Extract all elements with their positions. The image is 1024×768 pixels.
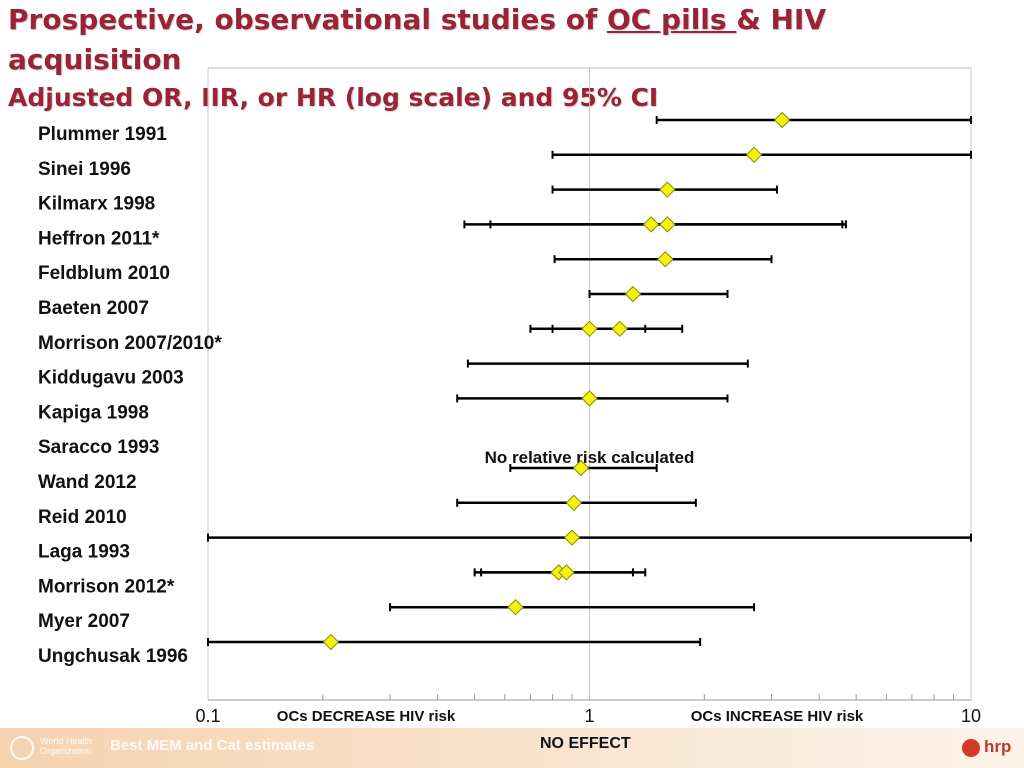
study-label: Kapiga 1998 bbox=[38, 402, 149, 423]
study-label: Myer 2007 bbox=[38, 611, 130, 632]
study-label: Ungchusak 1996 bbox=[38, 646, 188, 667]
study-label: Sinei 1996 bbox=[38, 159, 131, 180]
study-label: Plummer 1991 bbox=[38, 124, 167, 145]
slide-title: Prospective, observational studies of OC… bbox=[8, 0, 1008, 80]
study-label: Kilmarx 1998 bbox=[38, 194, 155, 215]
who-emblem-icon bbox=[10, 736, 34, 760]
hrp-logo-text: hrp bbox=[984, 737, 1012, 756]
point-estimate-marker bbox=[565, 494, 583, 512]
point-estimate-marker bbox=[322, 633, 340, 651]
study-label: Laga 1993 bbox=[38, 542, 130, 563]
point-estimate-marker bbox=[581, 320, 598, 338]
study-label: Baeten 2007 bbox=[38, 298, 149, 319]
footer-bar bbox=[0, 728, 1024, 768]
point-estimate-marker bbox=[572, 459, 590, 477]
who-logo: World Health Organization bbox=[10, 734, 110, 764]
study-label: Saracco 1993 bbox=[38, 437, 160, 458]
point-estimate-marker bbox=[642, 216, 660, 233]
point-estimate-marker bbox=[563, 529, 581, 546]
study-note: No relative risk calculated bbox=[485, 448, 695, 467]
point-estimate-marker bbox=[657, 250, 674, 268]
study-label: Heffron 2011* bbox=[38, 228, 160, 249]
hrp-mark-icon bbox=[962, 739, 980, 757]
point-estimate-marker bbox=[558, 564, 575, 581]
point-estimate-marker bbox=[659, 216, 676, 233]
title-part1: Prospective, observational studies of bbox=[8, 3, 607, 36]
slide-subtitle: Adjusted OR, IIR, or HR (log scale) and … bbox=[8, 83, 659, 112]
study-label: Wand 2012 bbox=[38, 472, 137, 493]
study-label: Morrison 2012* bbox=[38, 576, 175, 597]
study-label: Kiddugavu 2003 bbox=[38, 368, 184, 389]
study-label: Morrison 2007/2010* bbox=[38, 333, 222, 354]
decrease-risk-label: OCs DECREASE HIV risk bbox=[277, 708, 456, 725]
x-tick-label: 1 bbox=[584, 706, 594, 726]
point-estimate-marker bbox=[659, 181, 676, 198]
point-estimate-marker bbox=[611, 320, 628, 338]
point-estimate-marker bbox=[745, 146, 763, 164]
x-tick-label: 0.1 bbox=[195, 706, 220, 726]
footer-note: Best MEM and Cat estimates bbox=[110, 737, 315, 754]
forest-plot: 0.1 1 10 OCs DECREASE HIV risk OCs INCREASE … bbox=[38, 67, 981, 726]
no-effect-label: NO EFFECT bbox=[540, 735, 631, 752]
increase-risk-label: OCs INCREASE HIV risk bbox=[691, 708, 864, 725]
title-underlined: OC pills bbox=[606, 3, 737, 36]
title-part2: & HIV acquisition bbox=[8, 3, 826, 76]
point-estimate-marker bbox=[581, 390, 598, 407]
who-org-name: World Health Organization bbox=[40, 736, 92, 756]
point-estimate-marker bbox=[507, 598, 524, 616]
study-label: Reid 2010 bbox=[38, 507, 127, 528]
x-tick-label: 10 bbox=[961, 706, 981, 726]
study-label: Feldblum 2010 bbox=[38, 263, 170, 284]
point-estimate-marker bbox=[624, 285, 642, 303]
point-estimate-marker bbox=[774, 111, 791, 129]
